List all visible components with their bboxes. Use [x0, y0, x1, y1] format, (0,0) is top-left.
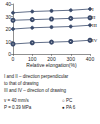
- svg-text:I and II – direction perpendic: I and II – direction perpendicular: [4, 74, 69, 79]
- svg-text:100: 100: [28, 56, 37, 62]
- svg-text:300: 300: [67, 56, 76, 62]
- svg-text:III: III: [92, 23, 97, 28]
- svg-text:P = 0.39 MPa: P = 0.39 MPa: [4, 105, 32, 110]
- svg-text:400: 400: [86, 56, 95, 62]
- svg-text:0: 0: [8, 51, 11, 57]
- svg-text:10: 10: [5, 39, 11, 45]
- svg-text:v = 40 mm/s: v = 40 mm/s: [4, 98, 29, 103]
- svg-text:to that of drawing: to that of drawing: [4, 81, 39, 86]
- svg-text:200: 200: [47, 56, 56, 62]
- svg-text:III and IV – direction of draw: III and IV – direction of drawing: [4, 88, 67, 93]
- svg-text:0: 0: [12, 56, 15, 62]
- svg-text:30: 30: [5, 14, 11, 20]
- svg-text:IV: IV: [92, 38, 98, 43]
- svg-text:● PA 6: ● PA 6: [62, 105, 76, 110]
- svg-text:20: 20: [5, 26, 11, 32]
- svg-text:40: 40: [5, 1, 11, 7]
- svg-text:II: II: [92, 15, 96, 20]
- svg-text:○ PC: ○ PC: [62, 98, 73, 103]
- svg-text:Relative elongation(%): Relative elongation(%): [26, 62, 77, 68]
- svg-text:I: I: [92, 7, 94, 12]
